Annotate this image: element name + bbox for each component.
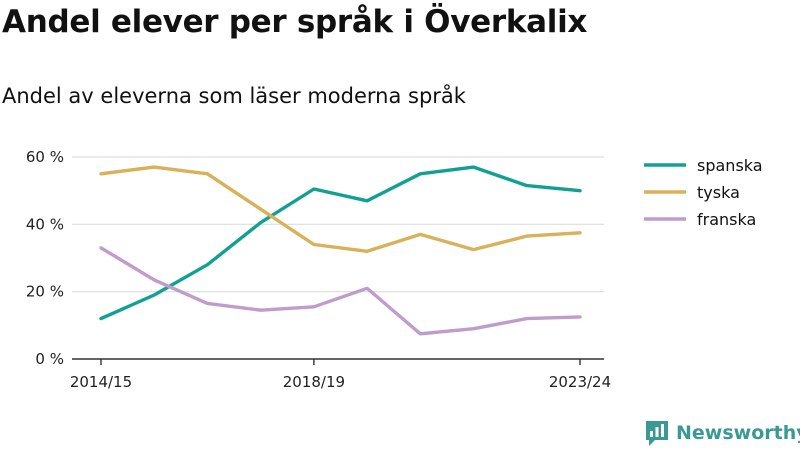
y-tick-label: 20 % [26,283,64,301]
y-tick-label: 0 % [35,350,64,368]
newsworthy-logo: Newsworthy [644,419,800,447]
y-tick-label: 40 % [26,215,64,233]
x-tick-label: 2018/19 [283,373,345,391]
legend-label-tyska: tyska [697,183,740,202]
legend-label-franska: franska [697,210,756,229]
series-line-tyska [99,165,582,254]
series-line-spanska [99,165,582,321]
legend-label-spanska: spanska [697,156,763,175]
brand-name: Newsworthy [676,422,800,444]
x-tick-label: 2014/15 [70,373,132,391]
x-tick-label: 2023/24 [549,373,611,391]
y-tick-label: 60 % [26,148,64,166]
chart-subtitle: Andel av eleverna som läser moderna språ… [2,84,466,108]
chart-title: Andel elever per språk i Överkalix [2,4,588,40]
bar-chart-speech-bubble-icon [646,421,668,446]
series-line-franska [99,246,582,336]
